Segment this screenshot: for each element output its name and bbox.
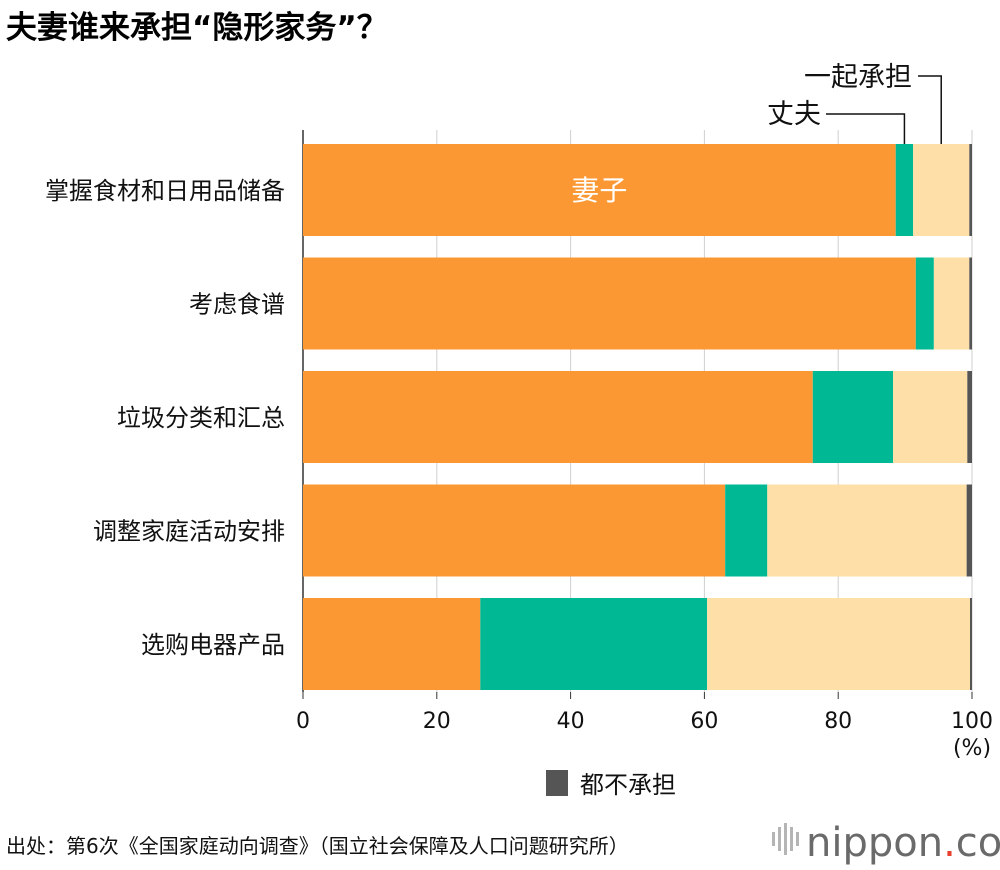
bar-segment-0-2 xyxy=(303,371,813,463)
category-label: 调整家庭活动安排 xyxy=(93,518,285,546)
series-label-both: 一起承担 xyxy=(804,62,912,93)
bar-segment-1-2 xyxy=(812,371,894,463)
bar-segment-2-3 xyxy=(767,484,967,577)
category-label: 选购电器产品 xyxy=(141,631,285,659)
bar-segment-3-1 xyxy=(969,257,972,350)
unit-label: (%) xyxy=(953,736,991,761)
x-tick-label: 20 xyxy=(423,709,451,734)
leader-line-both xyxy=(918,75,942,144)
x-tick-label: 100 xyxy=(951,709,993,734)
x-tick-label: 0 xyxy=(296,709,310,734)
bar-segment-0-4 xyxy=(303,598,481,690)
legend-label-none: 都不承担 xyxy=(580,771,676,799)
category-label: 垃圾分类和汇总 xyxy=(117,404,285,432)
bars xyxy=(303,144,972,690)
bar-segment-3-3 xyxy=(966,484,972,577)
category-label: 考虑食谱 xyxy=(189,291,285,319)
bar-segment-1-4 xyxy=(480,598,708,690)
x-tick-label: 80 xyxy=(824,709,852,734)
bar-segment-3-4 xyxy=(969,598,972,690)
x-tick-label: 60 xyxy=(690,709,718,734)
bar-segment-2-0 xyxy=(913,144,970,236)
bar-segment-2-4 xyxy=(707,598,970,690)
bar-segment-2-2 xyxy=(893,371,968,463)
x-axis: 0 20 40 60 80 100 xyxy=(296,692,993,734)
category-label: 掌握食材和日用品储备 xyxy=(45,177,285,205)
legend: 都不承担 xyxy=(546,770,676,799)
leader-line-husband xyxy=(826,113,906,144)
series-label-wife: 妻子 xyxy=(571,174,627,207)
brand-wordmark: nippon.com xyxy=(806,820,1000,866)
series-annotations: 妻子 丈夫 一起承担 xyxy=(571,62,942,207)
source-note: 出处：第6次《全国家庭动向调查》（国立社会保障及人口问题研究所） xyxy=(6,834,629,858)
brand-logo: nippon.com xyxy=(772,820,1000,866)
bar-segment-2-1 xyxy=(933,257,970,350)
bar-segment-1-3 xyxy=(725,484,768,577)
x-tick-label: 40 xyxy=(557,709,585,734)
bar-segment-3-2 xyxy=(967,371,972,463)
bar-segment-0-0 xyxy=(303,144,896,236)
bar-segment-1-1 xyxy=(915,257,934,350)
bar-segment-3-0 xyxy=(969,144,972,236)
legend-swatch-none xyxy=(546,770,568,796)
bar-segment-1-0 xyxy=(895,144,914,236)
bar-segment-0-3 xyxy=(303,484,726,577)
chart-title: 夫妻谁来承担“隐形家务”？ xyxy=(6,10,388,46)
bar-segment-0-1 xyxy=(303,257,916,350)
signal-bars-icon xyxy=(772,823,799,855)
series-label-husband: 丈夫 xyxy=(767,99,821,130)
